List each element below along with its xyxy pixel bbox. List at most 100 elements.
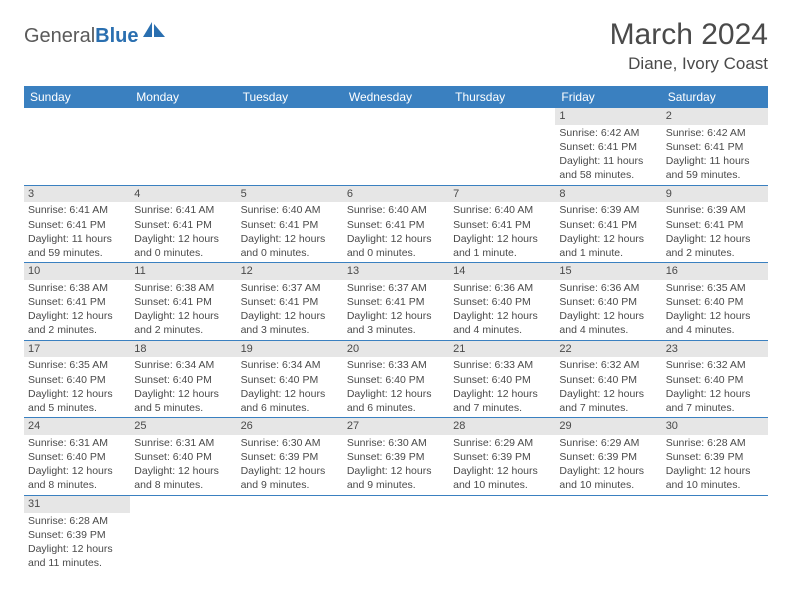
day-details: Sunrise: 6:40 AMSunset: 6:41 PMDaylight:… bbox=[449, 202, 555, 262]
daylight-text: Daylight: 12 hours and 1 minute. bbox=[559, 232, 657, 260]
day-number: 26 bbox=[237, 418, 343, 435]
day-number: 28 bbox=[449, 418, 555, 435]
day-number: 20 bbox=[343, 341, 449, 358]
calendar-day-cell: 28Sunrise: 6:29 AMSunset: 6:39 PMDayligh… bbox=[449, 418, 555, 496]
day-details: Sunrise: 6:32 AMSunset: 6:40 PMDaylight:… bbox=[662, 357, 768, 417]
sunrise-text: Sunrise: 6:32 AM bbox=[666, 358, 764, 372]
day-details: Sunrise: 6:35 AMSunset: 6:40 PMDaylight:… bbox=[662, 280, 768, 340]
calendar-day-cell bbox=[343, 108, 449, 185]
day-number: 9 bbox=[662, 186, 768, 203]
sunset-text: Sunset: 6:39 PM bbox=[453, 450, 551, 464]
weekday-header: Wednesday bbox=[343, 86, 449, 108]
sunrise-text: Sunrise: 6:42 AM bbox=[666, 126, 764, 140]
daylight-text: Daylight: 12 hours and 2 minutes. bbox=[666, 232, 764, 260]
day-details: Sunrise: 6:31 AMSunset: 6:40 PMDaylight:… bbox=[24, 435, 130, 495]
calendar-page: GeneralBlue March 2024 Diane, Ivory Coas… bbox=[0, 0, 792, 572]
daylight-text: Daylight: 12 hours and 5 minutes. bbox=[134, 387, 232, 415]
day-number: 5 bbox=[237, 186, 343, 203]
day-details: Sunrise: 6:38 AMSunset: 6:41 PMDaylight:… bbox=[130, 280, 236, 340]
day-number: 16 bbox=[662, 263, 768, 280]
daylight-text: Daylight: 12 hours and 0 minutes. bbox=[347, 232, 445, 260]
calendar-day-cell bbox=[237, 108, 343, 185]
daylight-text: Daylight: 12 hours and 7 minutes. bbox=[666, 387, 764, 415]
sunset-text: Sunset: 6:41 PM bbox=[347, 295, 445, 309]
logo-word2: Blue bbox=[95, 25, 138, 47]
day-number: 12 bbox=[237, 263, 343, 280]
calendar-day-cell: 31Sunrise: 6:28 AMSunset: 6:39 PMDayligh… bbox=[24, 495, 130, 572]
day-number: 23 bbox=[662, 341, 768, 358]
day-number: 30 bbox=[662, 418, 768, 435]
day-number: 2 bbox=[662, 108, 768, 125]
day-details: Sunrise: 6:28 AMSunset: 6:39 PMDaylight:… bbox=[662, 435, 768, 495]
day-details: Sunrise: 6:39 AMSunset: 6:41 PMDaylight:… bbox=[662, 202, 768, 262]
day-number: 11 bbox=[130, 263, 236, 280]
day-details: Sunrise: 6:39 AMSunset: 6:41 PMDaylight:… bbox=[555, 202, 661, 262]
sunset-text: Sunset: 6:39 PM bbox=[28, 528, 126, 542]
sunset-text: Sunset: 6:40 PM bbox=[28, 373, 126, 387]
daylight-text: Daylight: 12 hours and 4 minutes. bbox=[666, 309, 764, 337]
sunset-text: Sunset: 6:40 PM bbox=[559, 295, 657, 309]
daylight-text: Daylight: 12 hours and 3 minutes. bbox=[241, 309, 339, 337]
day-number: 3 bbox=[24, 186, 130, 203]
sunset-text: Sunset: 6:40 PM bbox=[559, 373, 657, 387]
sunset-text: Sunset: 6:41 PM bbox=[347, 218, 445, 232]
calendar-day-cell: 7Sunrise: 6:40 AMSunset: 6:41 PMDaylight… bbox=[449, 185, 555, 263]
calendar-day-cell: 27Sunrise: 6:30 AMSunset: 6:39 PMDayligh… bbox=[343, 418, 449, 496]
logo-text: GeneralBlue bbox=[24, 26, 139, 46]
daylight-text: Daylight: 12 hours and 6 minutes. bbox=[241, 387, 339, 415]
weekday-header: Friday bbox=[555, 86, 661, 108]
daylight-text: Daylight: 12 hours and 7 minutes. bbox=[453, 387, 551, 415]
sunset-text: Sunset: 6:41 PM bbox=[666, 140, 764, 154]
day-number: 21 bbox=[449, 341, 555, 358]
calendar-day-cell bbox=[662, 495, 768, 572]
sunrise-text: Sunrise: 6:32 AM bbox=[559, 358, 657, 372]
calendar-week-row: 3Sunrise: 6:41 AMSunset: 6:41 PMDaylight… bbox=[24, 185, 768, 263]
daylight-text: Daylight: 12 hours and 9 minutes. bbox=[347, 464, 445, 492]
daylight-text: Daylight: 12 hours and 6 minutes. bbox=[347, 387, 445, 415]
sunset-text: Sunset: 6:39 PM bbox=[559, 450, 657, 464]
sunset-text: Sunset: 6:39 PM bbox=[347, 450, 445, 464]
day-number: 13 bbox=[343, 263, 449, 280]
sunset-text: Sunset: 6:41 PM bbox=[134, 218, 232, 232]
month-title: March 2024 bbox=[610, 18, 768, 52]
calendar-day-cell: 25Sunrise: 6:31 AMSunset: 6:40 PMDayligh… bbox=[130, 418, 236, 496]
sunrise-text: Sunrise: 6:29 AM bbox=[559, 436, 657, 450]
sunrise-text: Sunrise: 6:29 AM bbox=[453, 436, 551, 450]
sunrise-text: Sunrise: 6:37 AM bbox=[241, 281, 339, 295]
daylight-text: Daylight: 12 hours and 10 minutes. bbox=[559, 464, 657, 492]
calendar-day-cell: 11Sunrise: 6:38 AMSunset: 6:41 PMDayligh… bbox=[130, 263, 236, 341]
day-number: 15 bbox=[555, 263, 661, 280]
sunrise-text: Sunrise: 6:42 AM bbox=[559, 126, 657, 140]
day-details: Sunrise: 6:34 AMSunset: 6:40 PMDaylight:… bbox=[237, 357, 343, 417]
sunrise-text: Sunrise: 6:33 AM bbox=[347, 358, 445, 372]
day-number: 27 bbox=[343, 418, 449, 435]
day-details: Sunrise: 6:42 AMSunset: 6:41 PMDaylight:… bbox=[555, 125, 661, 185]
day-details: Sunrise: 6:33 AMSunset: 6:40 PMDaylight:… bbox=[343, 357, 449, 417]
calendar-week-row: 1Sunrise: 6:42 AMSunset: 6:41 PMDaylight… bbox=[24, 108, 768, 185]
day-details: Sunrise: 6:38 AMSunset: 6:41 PMDaylight:… bbox=[24, 280, 130, 340]
day-number: 29 bbox=[555, 418, 661, 435]
sunrise-text: Sunrise: 6:41 AM bbox=[134, 203, 232, 217]
calendar-day-cell: 13Sunrise: 6:37 AMSunset: 6:41 PMDayligh… bbox=[343, 263, 449, 341]
sunset-text: Sunset: 6:39 PM bbox=[666, 450, 764, 464]
daylight-text: Daylight: 12 hours and 3 minutes. bbox=[347, 309, 445, 337]
day-details: Sunrise: 6:37 AMSunset: 6:41 PMDaylight:… bbox=[237, 280, 343, 340]
day-number: 6 bbox=[343, 186, 449, 203]
calendar-day-cell: 15Sunrise: 6:36 AMSunset: 6:40 PMDayligh… bbox=[555, 263, 661, 341]
daylight-text: Daylight: 12 hours and 9 minutes. bbox=[241, 464, 339, 492]
calendar-day-cell bbox=[237, 495, 343, 572]
daylight-text: Daylight: 11 hours and 59 minutes. bbox=[28, 232, 126, 260]
day-number: 8 bbox=[555, 186, 661, 203]
calendar-day-cell bbox=[449, 495, 555, 572]
sunrise-text: Sunrise: 6:41 AM bbox=[28, 203, 126, 217]
day-details: Sunrise: 6:35 AMSunset: 6:40 PMDaylight:… bbox=[24, 357, 130, 417]
daylight-text: Daylight: 12 hours and 2 minutes. bbox=[134, 309, 232, 337]
day-details: Sunrise: 6:29 AMSunset: 6:39 PMDaylight:… bbox=[555, 435, 661, 495]
calendar-day-cell: 8Sunrise: 6:39 AMSunset: 6:41 PMDaylight… bbox=[555, 185, 661, 263]
day-details: Sunrise: 6:36 AMSunset: 6:40 PMDaylight:… bbox=[449, 280, 555, 340]
page-header: GeneralBlue March 2024 Diane, Ivory Coas… bbox=[24, 18, 768, 74]
calendar-body: 1Sunrise: 6:42 AMSunset: 6:41 PMDaylight… bbox=[24, 108, 768, 572]
day-number: 18 bbox=[130, 341, 236, 358]
sunrise-text: Sunrise: 6:35 AM bbox=[666, 281, 764, 295]
sunset-text: Sunset: 6:41 PM bbox=[134, 295, 232, 309]
